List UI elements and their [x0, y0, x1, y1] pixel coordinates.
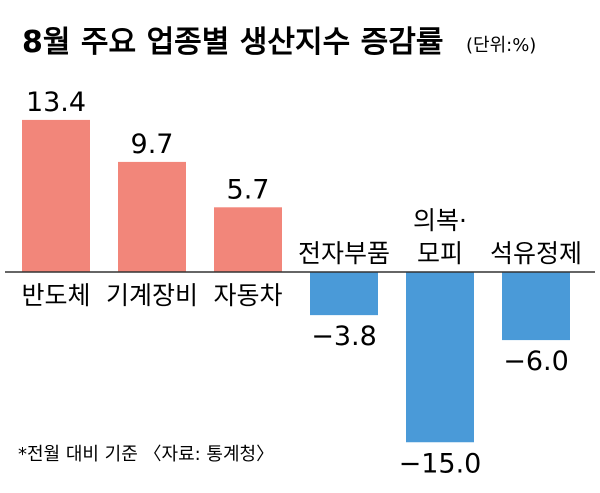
value-label-0: 13.4 — [26, 87, 86, 118]
value-label-1: 9.7 — [131, 129, 174, 160]
category-label-2-0: 자동차 — [213, 281, 282, 310]
labels-group: 13.4 반도체 9.7 기계장비 5.7 자동차 −3.8 전자부품 −15.0 의복· 모피 −6… — [21, 87, 582, 479]
value-label-4: −15.0 — [399, 448, 482, 479]
bar-4 — [406, 272, 474, 443]
value-label-5: −6.0 — [503, 346, 569, 377]
bar-0 — [22, 119, 90, 272]
value-label-2: 5.7 — [227, 174, 270, 205]
category-label-4-0: 의복· — [413, 206, 467, 235]
chart-title: 8월 주요 업종별 생산지수 증감률 — [22, 25, 443, 60]
bar-1 — [118, 161, 186, 272]
footnote: *전월 대비 기준 〈자료: 통계청〉 — [18, 444, 274, 465]
bar-3 — [310, 272, 378, 316]
value-label-3: −3.8 — [311, 321, 377, 352]
category-label-0-0: 반도체 — [21, 281, 90, 310]
bar-5 — [502, 272, 570, 341]
category-label-3-0: 전자부품 — [298, 239, 390, 268]
bars-group — [22, 119, 570, 443]
category-label-1-0: 기계장비 — [106, 281, 198, 310]
category-label-5-0: 석유정제 — [490, 239, 582, 268]
unit-label: (단위:%) — [466, 35, 536, 56]
bar-2 — [214, 207, 282, 272]
category-label-4-1: 모피 — [417, 239, 463, 268]
